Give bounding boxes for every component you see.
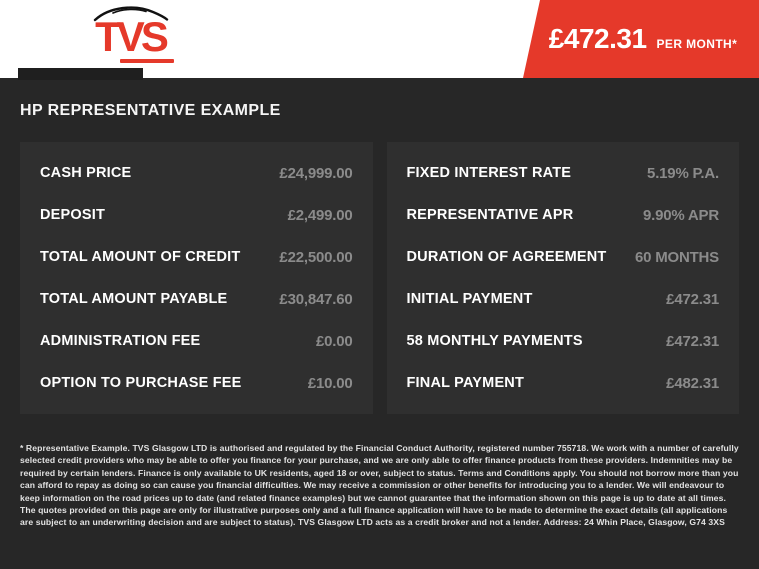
row-value: 60 MONTHS bbox=[634, 248, 719, 266]
table-row: FINAL PAYMENT £482.31 bbox=[387, 362, 740, 404]
monthly-price-amount: £472.31 bbox=[548, 23, 647, 54]
table-row: CASH PRICE £24,999.00 bbox=[20, 152, 373, 194]
finance-panel-right: FIXED INTEREST RATE 5.19% P.A. REPRESENT… bbox=[386, 142, 740, 414]
row-value: 9.90% APR bbox=[642, 206, 719, 224]
logo-base-bar bbox=[18, 68, 143, 80]
logo-tagline-bar bbox=[120, 58, 174, 63]
table-row: OPTION TO PURCHASE FEE £10.00 bbox=[20, 362, 373, 404]
table-row: 58 MONTHLY PAYMENTS £472.31 bbox=[387, 320, 740, 362]
table-row: REPRESENTATIVE APR 9.90% APR bbox=[387, 194, 740, 236]
row-label: OPTION TO PURCHASE FEE bbox=[40, 375, 242, 391]
row-label: ADMINISTRATION FEE bbox=[40, 333, 201, 349]
row-value: £10.00 bbox=[307, 374, 353, 392]
row-label: 58 MONTHLY PAYMENTS bbox=[406, 333, 583, 349]
row-label: TOTAL AMOUNT OF CREDIT bbox=[40, 249, 241, 265]
row-value: £24,999.00 bbox=[279, 164, 353, 182]
row-label: INITIAL PAYMENT bbox=[406, 291, 533, 307]
tvs-logo[interactable]: TVS bbox=[84, 4, 176, 63]
row-label: DEPOSIT bbox=[40, 207, 106, 223]
finance-example-section: HP REPRESENTATIVE EXAMPLE CASH PRICE £24… bbox=[0, 78, 759, 529]
row-value: £472.31 bbox=[666, 332, 719, 350]
finance-panel-left: CASH PRICE £24,999.00 DEPOSIT £2,499.00 … bbox=[20, 142, 373, 414]
car-silhouette-icon bbox=[93, 6, 169, 22]
row-label: DURATION OF AGREEMENT bbox=[406, 249, 607, 265]
table-row: FIXED INTEREST RATE 5.19% P.A. bbox=[387, 152, 740, 194]
row-label: TOTAL AMOUNT PAYABLE bbox=[40, 291, 228, 307]
row-value: 5.19% P.A. bbox=[647, 164, 719, 182]
table-row: ADMINISTRATION FEE £0.00 bbox=[20, 320, 373, 362]
row-value: £472.31 bbox=[666, 290, 719, 308]
table-row: INITIAL PAYMENT £472.31 bbox=[387, 278, 740, 320]
row-value: £0.00 bbox=[315, 332, 353, 350]
row-value: £22,500.00 bbox=[279, 248, 353, 266]
row-value: £482.31 bbox=[666, 374, 719, 392]
row-value: £30,847.60 bbox=[279, 290, 353, 308]
row-value: £2,499.00 bbox=[287, 206, 353, 224]
row-label: FINAL PAYMENT bbox=[406, 375, 525, 391]
table-row: TOTAL AMOUNT PAYABLE £30,847.60 bbox=[20, 278, 373, 320]
monthly-price-suffix: PER MONTH* bbox=[656, 37, 738, 51]
monthly-price-banner: £472.31 PER MONTH* bbox=[523, 0, 759, 78]
row-label: REPRESENTATIVE APR bbox=[406, 207, 574, 223]
row-label: CASH PRICE bbox=[40, 165, 132, 181]
legal-disclaimer-text: * Representative Example. TVS Glasgow LT… bbox=[20, 443, 739, 528]
site-header: TVS £472.31 PER MONTH* bbox=[0, 0, 759, 80]
finance-panels: CASH PRICE £24,999.00 DEPOSIT £2,499.00 … bbox=[0, 142, 759, 414]
table-row: TOTAL AMOUNT OF CREDIT £22,500.00 bbox=[20, 236, 373, 278]
logo-wordmark: TVS bbox=[95, 13, 169, 60]
page-title: HP REPRESENTATIVE EXAMPLE bbox=[20, 102, 281, 119]
table-row: DURATION OF AGREEMENT 60 MONTHS bbox=[387, 236, 740, 278]
table-row: DEPOSIT £2,499.00 bbox=[20, 194, 373, 236]
row-label: FIXED INTEREST RATE bbox=[406, 165, 572, 181]
